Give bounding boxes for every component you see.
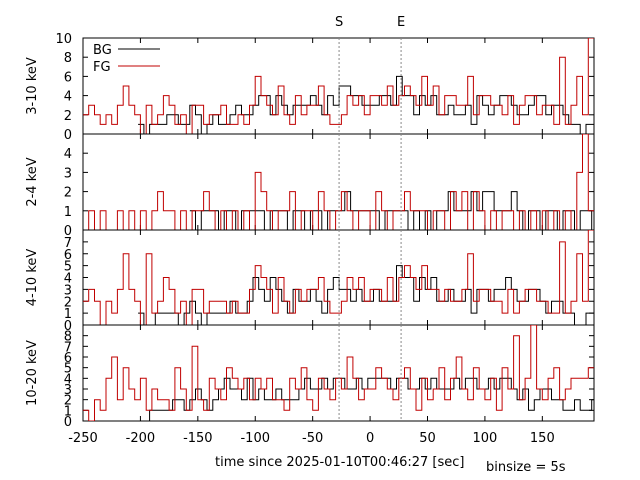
series-bg (138, 377, 594, 421)
x-tick-label: -100 (240, 431, 270, 446)
panel-frame (82, 324, 595, 422)
marker-label-e: E (397, 15, 405, 30)
y-tick-label: 2 (64, 295, 72, 310)
panel-frame (82, 37, 595, 135)
x-tick-label: 0 (366, 431, 374, 446)
series-fg (83, 325, 594, 421)
y-tick-label: 3 (64, 283, 72, 298)
y-tick-label: 6 (64, 351, 72, 366)
y-tick-label: 1 (64, 307, 72, 322)
series-fg (83, 38, 594, 134)
x-tick-label: 50 (419, 431, 436, 446)
series-bg (138, 265, 594, 325)
y-axis-label: 3-10 keV (25, 57, 40, 115)
legend-entry-fg: FG (93, 60, 111, 75)
y-tick-label: 10 (55, 32, 72, 47)
x-tick-label: 100 (472, 431, 497, 446)
y-axis-label: 4-10 keV (25, 249, 40, 307)
y-tick-label: 8 (64, 330, 72, 345)
y-tick-label: 0 (64, 415, 72, 430)
x-tick-label: -200 (126, 431, 156, 446)
y-tick-label: 1 (64, 205, 72, 220)
y-tick-label: 4 (64, 147, 72, 162)
y-tick-label: 7 (64, 236, 72, 251)
y-tick-label: 2 (64, 186, 72, 201)
y-tick-label: 2 (64, 394, 72, 409)
y-tick-label: 5 (64, 260, 72, 275)
panel-1: 0 1 2 3 4 2-4 keV (25, 133, 595, 239)
marker-label-s: S (335, 15, 343, 30)
y-tick-label: 4 (64, 372, 72, 387)
y-tick-label: 0 (64, 128, 72, 143)
series-fg (83, 230, 594, 325)
series-bg (138, 75, 594, 134)
x-tick-label: -50 (302, 431, 323, 446)
y-tick-label: 4 (64, 90, 72, 105)
y-tick-label: 0 (64, 319, 72, 334)
legend: BG FG (93, 43, 160, 75)
x-tick-label: -150 (183, 431, 213, 446)
series-fg (83, 134, 594, 230)
binsize-label: binsize = 5s (486, 460, 566, 475)
y-tick-label: 7 (64, 340, 72, 355)
y-tick-label: 8 (64, 51, 72, 66)
x-tick-label: -250 (68, 431, 98, 446)
y-axis-label: 2-4 keV (25, 157, 40, 206)
y-axis-label: 10-20 keV (25, 340, 40, 406)
y-tick-label: 6 (64, 248, 72, 263)
y-tick-label: 6 (64, 70, 72, 85)
x-axis-label: time since 2025-01-10T00:46:27 [sec] (215, 455, 465, 470)
y-tick-label: 5 (64, 362, 72, 377)
y-tick-label: 4 (64, 272, 72, 287)
y-tick-label: 3 (64, 383, 72, 398)
y-tick-label: 1 (64, 404, 72, 419)
y-tick-label: 3 (64, 166, 72, 181)
legend-entry-bg: BG (93, 43, 112, 58)
panel-frame (82, 133, 595, 231)
y-tick-label: 0 (64, 224, 72, 239)
y-tick-label: 2 (64, 109, 72, 124)
x-tick-label: 150 (530, 431, 555, 446)
